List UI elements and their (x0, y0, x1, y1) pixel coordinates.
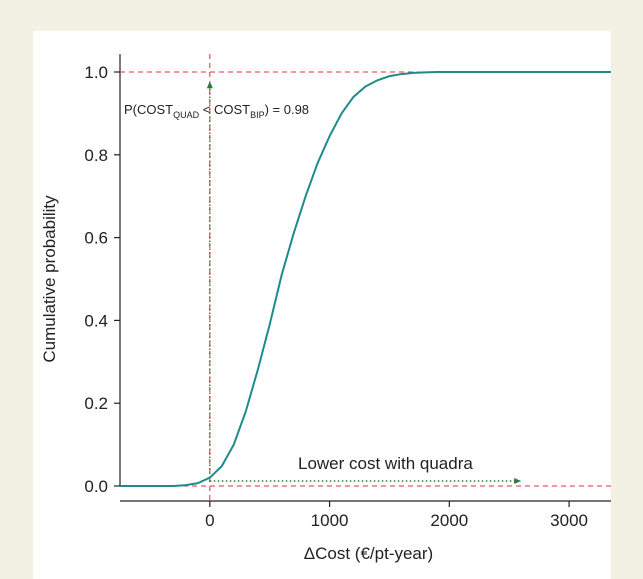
y-tick-label: 1.0 (84, 63, 108, 82)
y-axis-label: Cumulative probability (40, 195, 59, 363)
x-ticks: 0 1000 2000 3000 (205, 501, 588, 530)
horizontal-arrowhead (514, 478, 522, 484)
x-tick-label: 0 (205, 511, 214, 530)
cdf-curve (120, 71, 611, 487)
x-tick-label: 1000 (311, 511, 349, 530)
y-tick-label: 0.8 (84, 146, 108, 165)
reference-lines (120, 54, 611, 501)
prob-suffix: ) = 0.98 (265, 102, 309, 117)
prob-prefix: P(COST (124, 102, 173, 117)
y-tick-label: 0.6 (84, 229, 108, 248)
x-axis-label: ΔCost (€/pt-year) (304, 544, 433, 563)
y-ticks: 0.0 0.2 0.4 0.6 0.8 1.0 (84, 63, 120, 496)
annotation-arrows (206, 81, 522, 484)
chart-panel: 0.0 0.2 0.4 0.6 0.8 1.0 0 1000 2000 3000 P(COSTQ… (33, 31, 611, 579)
x-tick-label: 3000 (550, 511, 588, 530)
y-tick-label: 0.2 (84, 394, 108, 413)
vertical-arrowhead (206, 81, 213, 89)
y-tick-label: 0.0 (84, 477, 108, 496)
prob-sub-quad: QUAD (173, 110, 200, 120)
prob-sub-bip: BIP (250, 110, 265, 120)
probability-annotation: P(COSTQUAD < COSTBIP) = 0.98 (124, 102, 309, 120)
y-tick-label: 0.4 (84, 311, 108, 330)
lower-cost-annotation: Lower cost with quadra (298, 454, 473, 473)
prob-middle: < COST (199, 102, 250, 117)
x-tick-label: 2000 (430, 511, 468, 530)
cdf-chart: 0.0 0.2 0.4 0.6 0.8 1.0 0 1000 2000 3000 P(COSTQ… (40, 54, 611, 563)
axes (119, 54, 611, 502)
